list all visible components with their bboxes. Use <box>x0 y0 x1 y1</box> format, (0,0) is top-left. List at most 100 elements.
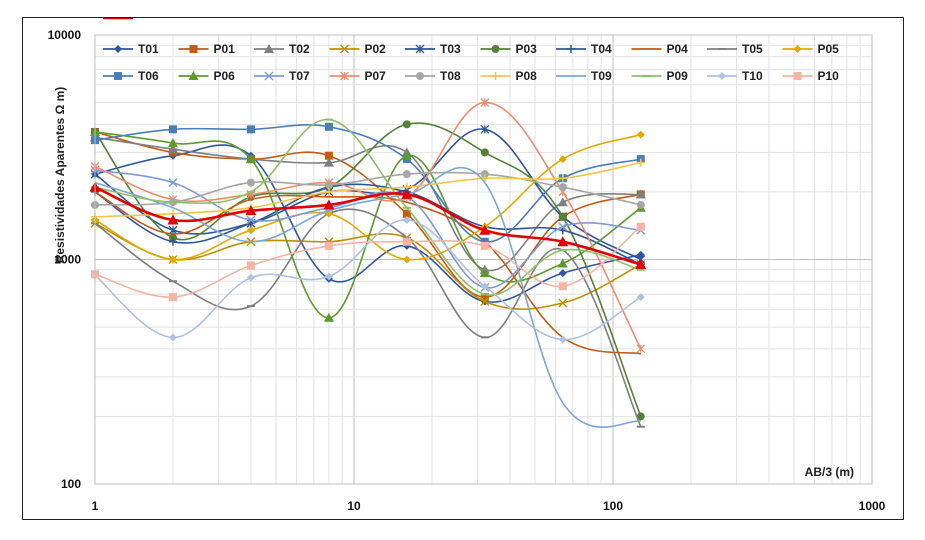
data-point <box>480 98 490 108</box>
data-point <box>567 45 575 53</box>
legend-entry-p06: P06 <box>178 69 235 83</box>
legend-label: T05 <box>742 42 763 56</box>
legend-label: T04 <box>591 42 612 56</box>
data-point <box>636 158 645 167</box>
series-line <box>94 124 641 243</box>
series-line <box>94 183 642 266</box>
data-point <box>558 212 567 221</box>
data-point <box>167 138 178 148</box>
series-line <box>94 219 642 341</box>
resistivity-log-chart: 1 10 100 1000 100 1000 10000 T01 P01 T02 P02 T03 P0… <box>48 18 886 513</box>
data-point <box>480 237 489 246</box>
legend-entry-p05: P05 <box>782 42 839 56</box>
data-point <box>479 224 491 235</box>
data-point <box>246 125 255 134</box>
data-point <box>480 293 489 302</box>
legend-label: P07 <box>365 69 387 83</box>
data-point <box>635 189 646 199</box>
x-axis-label: AB/3 (m) <box>805 465 854 479</box>
data-point <box>415 44 425 54</box>
data-point <box>246 178 255 187</box>
y-tick-label: 10000 <box>48 28 82 42</box>
x-tick-label: 1000 <box>859 499 886 513</box>
axes: 1 10 100 1000 100 1000 10000 <box>48 28 886 513</box>
data-point <box>323 157 334 167</box>
data-point <box>480 170 489 179</box>
legend-label: T06 <box>138 69 159 83</box>
data-point <box>401 188 413 199</box>
data-point <box>114 72 122 80</box>
data-point <box>636 222 645 231</box>
series-line <box>94 169 641 289</box>
legend-entry-p07: P07 <box>329 69 387 83</box>
data-point <box>246 261 255 270</box>
legend-label: P01 <box>214 42 236 56</box>
data-point <box>480 124 490 134</box>
legend-label: P10 <box>818 69 840 83</box>
data-point <box>402 255 411 264</box>
series-layer <box>89 98 647 428</box>
legend-entry-p04: P04 <box>631 42 689 56</box>
data-point <box>558 222 568 232</box>
legend-entry-t02: T02 <box>254 42 310 56</box>
x-tick-label: 100 <box>603 499 623 513</box>
data-point <box>636 200 645 209</box>
data-point <box>479 268 490 278</box>
y-tick-label: 1000 <box>54 253 81 267</box>
legend-label: P03 <box>516 42 538 56</box>
legend-entry-p09: P09 <box>631 69 688 83</box>
data-point <box>793 72 802 80</box>
data-point <box>402 170 411 179</box>
data-point <box>188 71 199 80</box>
series-line <box>94 122 642 417</box>
data-point <box>491 72 500 80</box>
data-point <box>168 237 177 246</box>
legend-label: T10 <box>742 69 763 83</box>
legend-entry-p08: P08 <box>480 69 537 83</box>
data-point <box>558 282 567 291</box>
series-line <box>94 171 641 206</box>
legend-entry-p02: P02 <box>329 42 387 56</box>
legend-label: T02 <box>289 42 310 56</box>
data-point <box>323 199 335 210</box>
legend-entry-t10: T10 <box>707 69 763 83</box>
data-point <box>168 255 177 264</box>
data-point <box>264 44 274 53</box>
legend-entry-t01: T01 <box>103 42 159 56</box>
data-point <box>167 214 179 225</box>
chart-frame: 1 10 100 1000 100 1000 10000 T01 P01 T02 P02 T03 P0… <box>22 17 904 520</box>
data-point <box>189 45 198 53</box>
legend-entry-p01: P01 <box>178 42 236 56</box>
data-point <box>491 45 500 53</box>
data-point <box>324 241 333 250</box>
series-mg <box>89 181 647 270</box>
data-point <box>557 197 568 207</box>
legend-entry-p03: P03 <box>480 42 538 56</box>
legend-label: T07 <box>289 69 310 83</box>
legend-label: P04 <box>667 42 689 56</box>
data-point <box>324 180 333 189</box>
series-line <box>94 191 641 355</box>
data-point <box>324 272 333 281</box>
data-point <box>480 148 489 157</box>
series-line <box>94 161 641 218</box>
legend-entry-t08: T08 <box>405 69 461 83</box>
data-point <box>636 412 645 421</box>
legend-entry-t06: T06 <box>103 69 159 83</box>
data-point <box>168 333 177 342</box>
y-axis-label: Resistividades Aparentes Ω m) <box>53 87 67 264</box>
data-point <box>558 298 568 308</box>
data-point <box>558 269 567 278</box>
legend-label: P02 <box>365 42 387 56</box>
legend-label: T09 <box>591 69 612 83</box>
y-tick-label: 100 <box>61 477 81 491</box>
data-point <box>557 258 568 268</box>
data-point <box>558 335 567 344</box>
data-point <box>323 312 334 322</box>
data-point <box>402 120 411 129</box>
data-point <box>246 226 255 235</box>
data-point <box>324 187 333 196</box>
data-point <box>416 72 424 80</box>
data-point <box>558 174 567 183</box>
legend-entry-t05: T05 <box>707 42 763 56</box>
